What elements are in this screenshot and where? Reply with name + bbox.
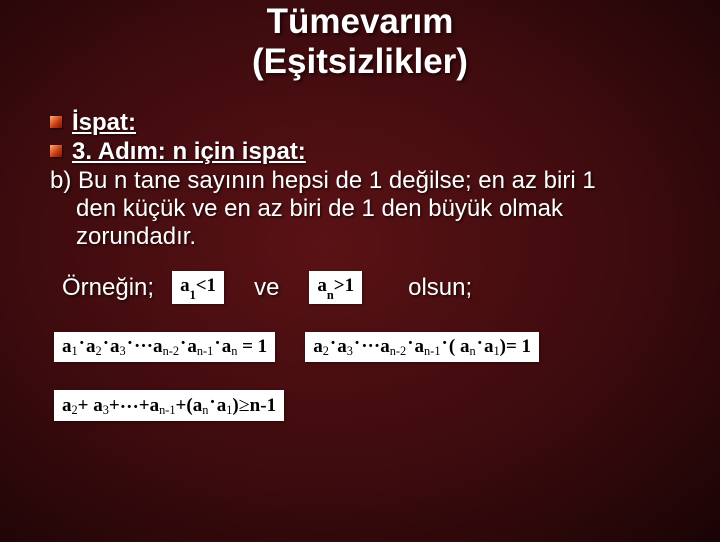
- ve-label: ve: [254, 274, 279, 302]
- bullet-text-2: 3. Adım: n için ispat:: [72, 138, 306, 166]
- title-line-2: (Eşitsizlikler): [252, 42, 468, 81]
- slide-content: İspat: 3. Adım: n için ispat: b) Bu n ta…: [40, 109, 680, 422]
- formula-a1-lt-1: a1<1: [172, 271, 224, 304]
- bullet-icon: [50, 145, 62, 157]
- example-row: Örneğin; a1<1 ve an>1 olsun;: [62, 271, 680, 304]
- formula-sum-inequality: a2+ a3+…+an-1+(an·a1)≥ n-1: [54, 390, 284, 421]
- ornegin-label: Örneğin;: [62, 274, 154, 302]
- bullet-icon: [50, 116, 62, 128]
- bullet-text-1: İspat:: [72, 109, 136, 137]
- body-paragraph: b) Bu n tane sayının hepsi de 1 değilse;…: [50, 167, 680, 252]
- slide-title: Tümevarım (Eşitsizlikler): [40, 2, 680, 83]
- formula-product-eq-1: a1·a2·a3····an-2·an-1·an = 1: [54, 332, 275, 362]
- bullet-item-2: 3. Adım: n için ispat:: [50, 138, 680, 166]
- bullet-item-1: İspat:: [50, 109, 680, 137]
- title-line-1: Tümevarım: [267, 2, 454, 41]
- olsun-label: olsun;: [408, 274, 472, 302]
- inequality-row: a2+ a3+…+an-1+(an·a1)≥ n-1: [54, 390, 680, 421]
- formula-product-grouped: a2·a3····an-2·an-1·( an·a1)= 1: [305, 332, 539, 362]
- formula-an-gt-1: an>1: [309, 271, 362, 304]
- equations-row: a1·a2·a3····an-2·an-1·an = 1 a2·a3····an…: [54, 332, 680, 362]
